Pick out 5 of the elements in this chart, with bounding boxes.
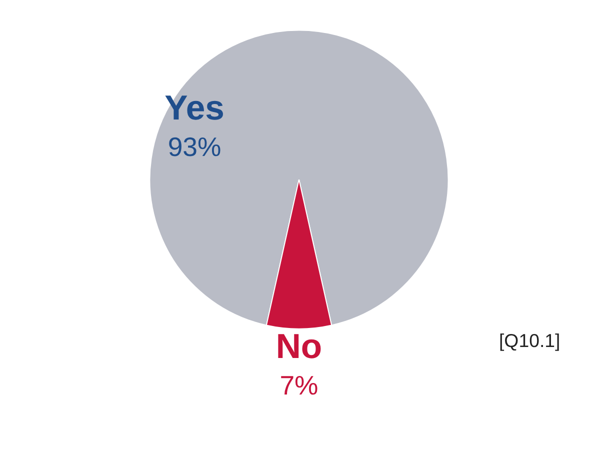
text: [Q10.1] — [499, 330, 560, 352]
data-label: 7% — [280, 370, 318, 401]
data-label: 93% — [168, 132, 222, 162]
slice-label: Yes — [164, 89, 224, 128]
slice-label: No — [276, 328, 322, 366]
